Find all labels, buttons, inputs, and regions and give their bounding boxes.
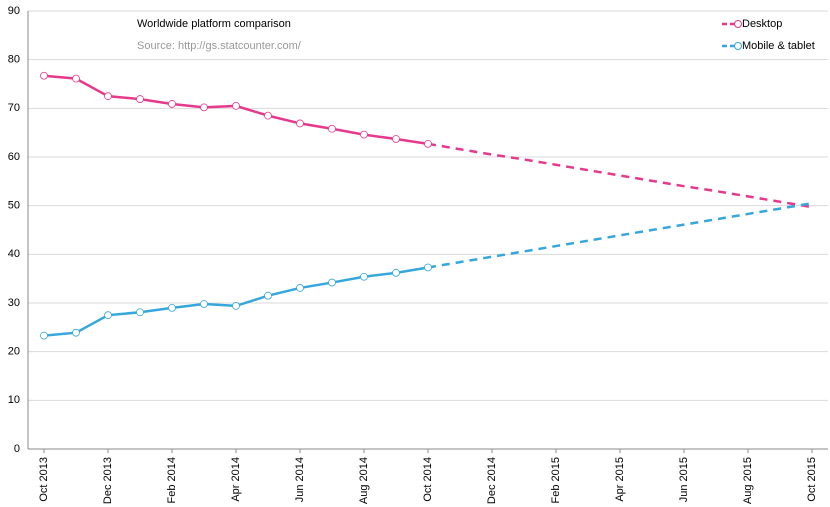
data-point xyxy=(168,303,176,312)
data-point xyxy=(360,272,368,281)
data-point xyxy=(200,103,208,112)
data-point xyxy=(72,74,80,83)
data-point xyxy=(424,263,432,272)
y-tick-label: 10 xyxy=(8,394,20,406)
x-tick-label: Dec 2013 xyxy=(102,457,114,504)
data-point xyxy=(264,111,272,120)
legend-label: Desktop xyxy=(742,18,782,30)
x-tick-label: Feb 2015 xyxy=(550,457,562,503)
series-line xyxy=(43,266,429,337)
data-point xyxy=(40,71,48,80)
legend-marker xyxy=(734,20,742,28)
data-point xyxy=(264,291,272,300)
data-point xyxy=(392,268,400,277)
y-tick-label: 30 xyxy=(8,297,20,309)
data-point xyxy=(328,124,336,133)
data-point xyxy=(136,308,144,317)
x-tick-label: Aug 2014 xyxy=(358,457,370,504)
x-tick-label: Feb 2014 xyxy=(166,457,178,503)
y-tick-label: 90 xyxy=(8,5,20,17)
data-point xyxy=(232,302,240,310)
x-tick-label: Oct 2015 xyxy=(806,457,818,502)
data-point xyxy=(104,311,112,320)
data-point xyxy=(232,102,240,110)
legend-label: Mobile & tablet xyxy=(742,40,815,52)
data-point xyxy=(40,331,48,340)
legend-marker xyxy=(734,42,742,50)
x-tick-label: Aug 2015 xyxy=(742,457,754,504)
data-point xyxy=(104,92,112,101)
data-point xyxy=(168,100,176,108)
chart-title: Worldwide platform comparison xyxy=(137,18,291,30)
data-point xyxy=(296,119,304,128)
x-tick-label: Apr 2015 xyxy=(614,457,626,502)
data-point xyxy=(328,278,336,287)
x-tick-label: Jun 2015 xyxy=(678,457,690,502)
x-tick-label: Jun 2014 xyxy=(294,457,306,502)
x-tick-label: Oct 2013 xyxy=(38,457,50,502)
x-tick-label: Apr 2014 xyxy=(230,457,242,502)
data-point xyxy=(136,95,144,103)
projection-line xyxy=(427,142,813,209)
data-point xyxy=(72,328,80,337)
projection-line xyxy=(427,202,813,269)
x-tick-label: Oct 2014 xyxy=(422,457,434,502)
y-tick-label: 80 xyxy=(8,54,20,66)
y-tick-label: 50 xyxy=(8,200,20,212)
y-tick-label: 70 xyxy=(8,102,20,114)
x-tick-label: Dec 2014 xyxy=(486,457,498,504)
data-point xyxy=(360,130,368,139)
data-point xyxy=(296,284,304,292)
y-tick-label: 60 xyxy=(8,151,20,163)
y-tick-label: 40 xyxy=(8,248,20,260)
chart-subtitle: Source: http://gs.statcounter.com/ xyxy=(137,40,302,52)
data-point xyxy=(424,139,432,148)
data-point xyxy=(200,300,208,308)
data-point xyxy=(392,135,400,143)
y-tick-label: 0 xyxy=(14,443,20,455)
y-tick-label: 20 xyxy=(8,346,20,358)
